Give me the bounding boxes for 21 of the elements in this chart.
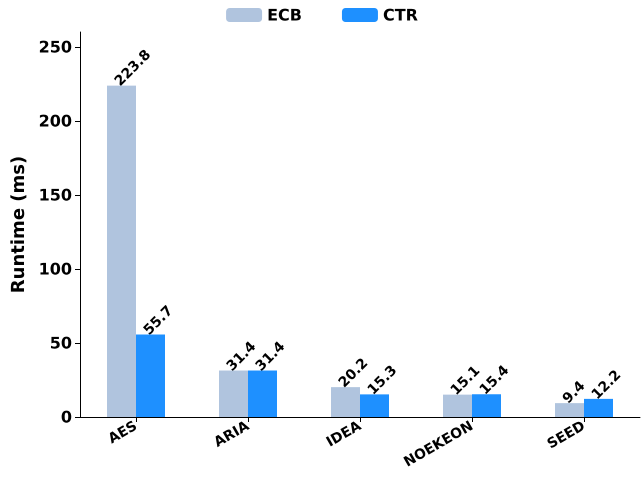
bar (107, 86, 136, 417)
y-tick-label: 100 (38, 259, 72, 278)
bar (472, 394, 501, 417)
y-tick-label: 50 (50, 333, 72, 352)
legend-label: ECB (267, 6, 302, 24)
y-tick-label: 250 (38, 37, 72, 56)
bar (443, 394, 472, 417)
bar (584, 398, 613, 417)
bar (136, 334, 165, 417)
data-label: 9.4 (560, 378, 589, 407)
bar (219, 370, 248, 417)
y-tick-label: 200 (38, 111, 72, 130)
y-tick-label: 0 (60, 408, 72, 426)
legend-label: CTR (382, 6, 418, 24)
bar (555, 403, 584, 417)
y-axis-title: Runtime (ms) (8, 156, 30, 294)
x-tick-label: AES (106, 418, 140, 448)
bar (248, 370, 277, 417)
bar (331, 387, 360, 417)
y-tick-label: 150 (38, 185, 72, 204)
bar (360, 394, 389, 417)
